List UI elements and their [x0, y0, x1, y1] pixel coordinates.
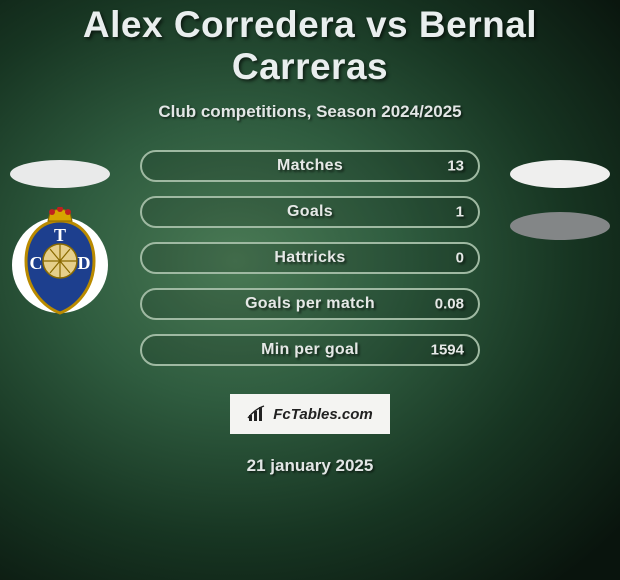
page-subtitle: Club competitions, Season 2024/2025 — [0, 102, 620, 122]
crest-svg: C T D — [10, 207, 110, 317]
bar-chart-icon — [247, 405, 269, 423]
date-text: 21 january 2025 — [0, 456, 620, 476]
club-logo-placeholder-right — [510, 212, 610, 240]
player-photo-placeholder-left — [10, 160, 110, 188]
stat-bar-goals: Goals 1 — [140, 196, 480, 228]
crown-jewel-left — [49, 209, 55, 215]
stat-bar-min-per-goal: Min per goal 1594 — [140, 334, 480, 366]
stat-label: Hattricks — [274, 249, 345, 267]
stat-label: Min per goal — [261, 341, 359, 359]
left-column: C T D — [10, 160, 110, 312]
stat-bar-hattricks: Hattricks 0 — [140, 242, 480, 274]
right-column — [510, 160, 610, 240]
player-photo-placeholder-right — [510, 160, 610, 188]
stat-label: Goals per match — [245, 295, 375, 313]
stat-value: 0.08 — [435, 296, 464, 313]
stat-value: 13 — [447, 158, 464, 175]
fctables-logo-text: FcTables.com — [273, 406, 372, 423]
crest-letter-c: C — [30, 253, 43, 273]
stat-list: Matches 13 Goals 1 Hattricks 0 Goals per… — [140, 150, 480, 366]
stat-bar-matches: Matches 13 — [140, 150, 480, 182]
stat-label: Matches — [277, 157, 343, 175]
stat-value: 1594 — [431, 342, 464, 359]
content-container: Alex Corredera vs Bernal Carreras Club c… — [0, 0, 620, 476]
crown-jewel-right — [65, 209, 71, 215]
stat-value: 1 — [456, 204, 464, 221]
crest-letter-d: D — [78, 253, 91, 273]
fctables-logo[interactable]: FcTables.com — [230, 394, 390, 434]
stat-value: 0 — [456, 250, 464, 267]
main-row: C T D Matches 13 Goals 1 Hattricks 0 Goa… — [0, 160, 620, 366]
crest-letter-t: T — [54, 225, 66, 245]
stat-bar-goals-per-match: Goals per match 0.08 — [140, 288, 480, 320]
stat-label: Goals — [287, 203, 333, 221]
club-crest: C T D — [10, 212, 110, 312]
page-title: Alex Corredera vs Bernal Carreras — [0, 0, 620, 88]
